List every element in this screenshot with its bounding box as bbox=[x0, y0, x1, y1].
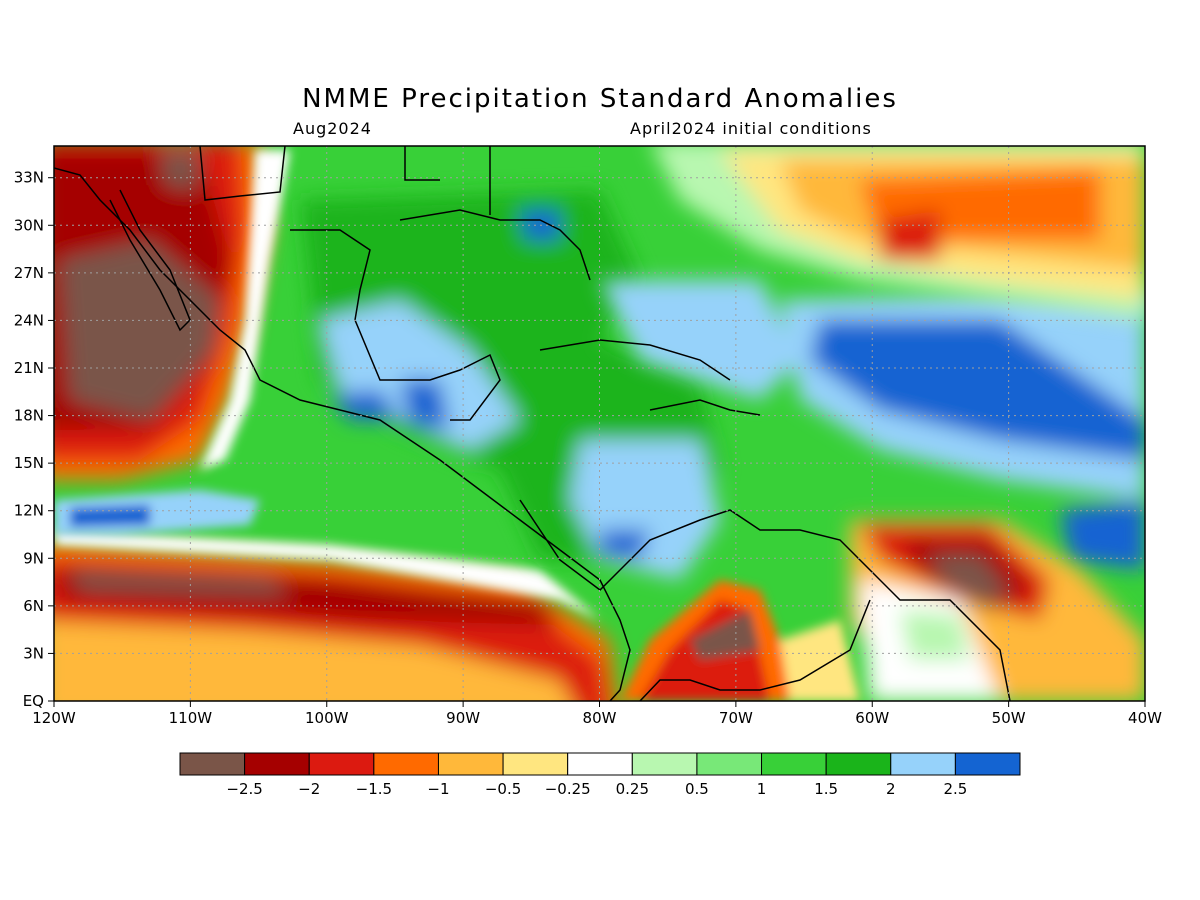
colorbar-swatch-1 bbox=[244, 752, 310, 776]
y-tick-label: 21N bbox=[14, 359, 44, 377]
x-tick-label: 50W bbox=[992, 709, 1026, 727]
subtitle-initial-conditions: April2024 initial conditions bbox=[630, 119, 872, 138]
x-tick-label: 80W bbox=[583, 709, 617, 727]
y-tick-label: 33N bbox=[14, 169, 44, 187]
colorbar-label: 0.25 bbox=[616, 780, 649, 798]
colorbar-swatch-7 bbox=[631, 752, 698, 776]
coastlines bbox=[54, 146, 1011, 701]
anomaly-field bbox=[54, 146, 1145, 701]
y-tick-label: 30N bbox=[14, 216, 44, 234]
x-tick-label: 40W bbox=[1128, 709, 1162, 727]
colorbar-label: 2.5 bbox=[943, 780, 967, 798]
atlantic-wet-band bbox=[600, 280, 1145, 570]
colorbar-swatch-11 bbox=[890, 752, 956, 776]
x-tick-label: 110W bbox=[169, 709, 213, 727]
colorbar-label: −1 bbox=[427, 780, 449, 798]
colorbar-swatch-10 bbox=[825, 752, 892, 776]
y-tick-label: 12N bbox=[14, 502, 44, 520]
colorbar-label: 0.5 bbox=[685, 780, 709, 798]
colorbar-swatch-3 bbox=[373, 752, 439, 776]
colorbar-label: −0.5 bbox=[485, 780, 521, 798]
colorbar-swatch-8 bbox=[696, 752, 763, 776]
y-tick-label: 18N bbox=[14, 407, 44, 425]
x-tick-label: 90W bbox=[446, 709, 480, 727]
y-tick-label: 27N bbox=[14, 264, 44, 282]
south-america-dry bbox=[850, 520, 1145, 701]
colorbar-swatch-12 bbox=[954, 752, 1021, 776]
y-axis: EQ 3N 6N 9N 12N 15N 18N 21N 24N 27N 30N 33N bbox=[14, 169, 54, 710]
x-tick-label: 120W bbox=[32, 709, 76, 727]
colorbar-swatch-5 bbox=[502, 752, 569, 776]
mexico-dry-region bbox=[54, 146, 270, 480]
colorbar-label: 1 bbox=[757, 780, 767, 798]
x-axis: 120W 110W 100W 90W 80W 70W 60W 50W 40W bbox=[32, 701, 1162, 727]
x-tick-label: 100W bbox=[305, 709, 349, 727]
colorbar-label: −2 bbox=[298, 780, 320, 798]
atlantic-dry-north bbox=[653, 146, 1145, 320]
colorbar-swatch-9 bbox=[761, 752, 827, 776]
x-tick-label: 70W bbox=[719, 709, 753, 727]
y-tick-label: 9N bbox=[23, 549, 44, 567]
colorbar-swatch-0 bbox=[179, 752, 246, 776]
colorbar-label: 1.5 bbox=[814, 780, 838, 798]
colorbar-label: −2.5 bbox=[226, 780, 262, 798]
subtitle-valid-month: Aug2024 bbox=[293, 119, 372, 138]
colorbar-swatch-2 bbox=[308, 752, 375, 776]
mexico-transition bbox=[55, 150, 600, 620]
map-title: NMME Precipitation Standard Anomalies bbox=[302, 84, 898, 114]
colorbar-label: −1.5 bbox=[356, 780, 392, 798]
colorbar: −2.5 −2 −1.5 −1 −0.5 −0.25 0.25 0.5 1 1.5 2 2.5 bbox=[179, 752, 1021, 798]
y-tick-label: 15N bbox=[14, 454, 44, 472]
colorbar-swatch-4 bbox=[437, 752, 504, 776]
y-tick-label: EQ bbox=[23, 692, 44, 710]
x-tick-label: 60W bbox=[855, 709, 889, 727]
y-tick-label: 6N bbox=[23, 597, 44, 615]
colorbar-label: 2 bbox=[886, 780, 896, 798]
grid-lines bbox=[54, 146, 1145, 701]
y-tick-label: 24N bbox=[14, 311, 44, 329]
y-tick-label: 3N bbox=[23, 644, 44, 662]
colorbar-swatch-6 bbox=[567, 752, 633, 776]
colorbar-label: −0.25 bbox=[545, 780, 591, 798]
